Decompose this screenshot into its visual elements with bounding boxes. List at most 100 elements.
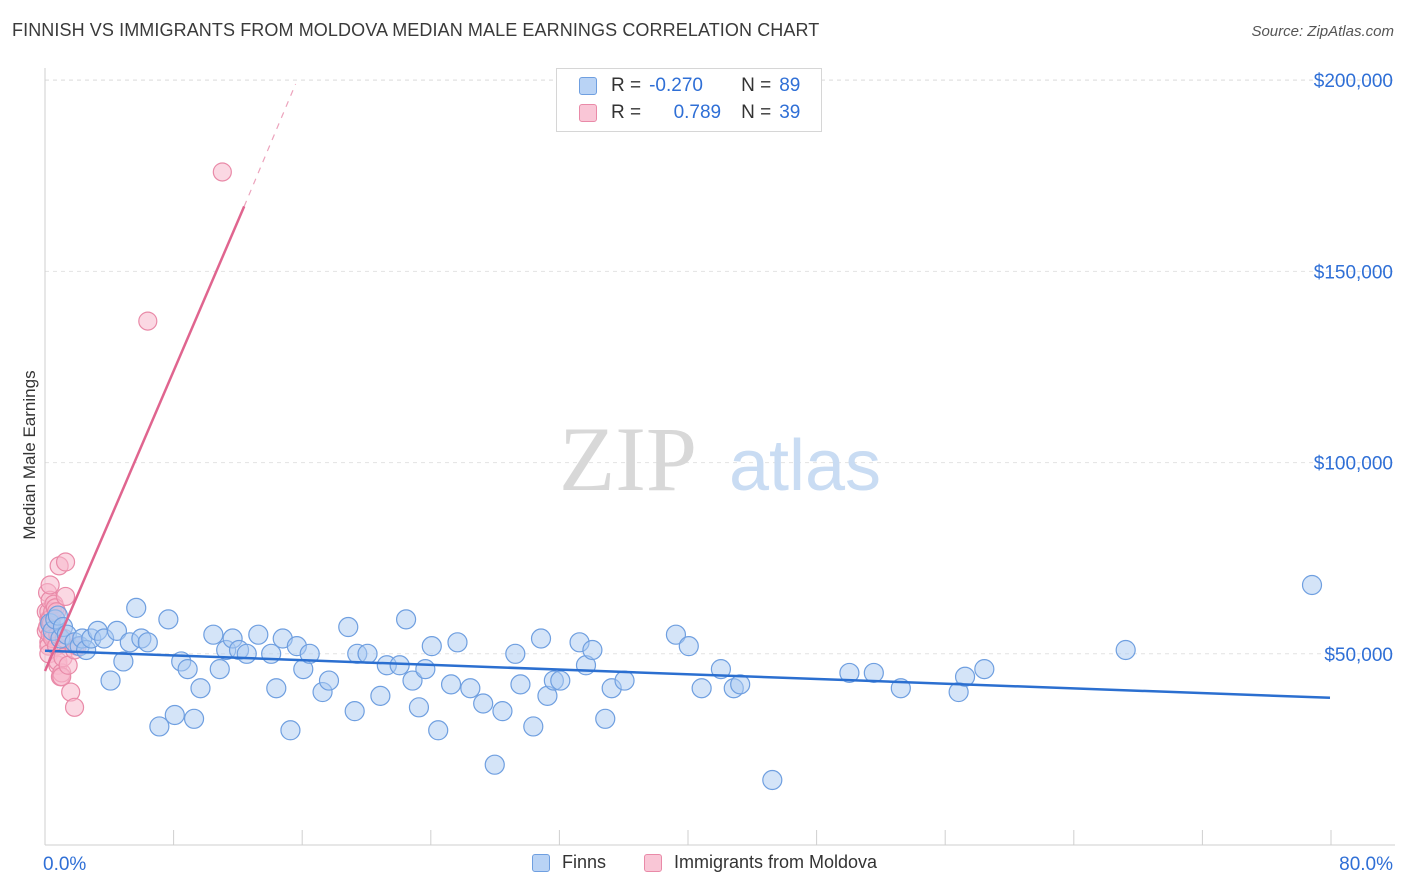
- n-value: 39: [779, 102, 801, 123]
- finns-point: [164, 704, 185, 726]
- finns-point: [510, 674, 531, 695]
- finns-point: [344, 701, 365, 722]
- n-label: N =: [741, 102, 772, 123]
- moldova-trend-line: [43, 205, 246, 672]
- finns-point: [665, 624, 687, 645]
- finns-point: [863, 662, 884, 684]
- r-value: -0.270: [649, 75, 703, 96]
- finns-point: [158, 609, 179, 630]
- y-tick-label: $200,000: [1314, 71, 1393, 92]
- finns-point: [389, 655, 410, 676]
- x-tick-label-min: 0.0%: [43, 854, 86, 875]
- x-tick-labels: 0.0% 80.0%: [43, 854, 1393, 875]
- moldova-point: [40, 575, 60, 595]
- correlation-legend: R = -0.270 N = 89 R = 0.789 N = 39: [556, 68, 822, 132]
- watermark-zip: ZIP: [559, 408, 697, 510]
- x-tick-label-max: 80.0%: [1339, 854, 1393, 875]
- axes: [44, 68, 1395, 846]
- moldova-legend-label: Immigrants from Moldova: [674, 852, 878, 872]
- finns-trend-line: [44, 649, 1331, 700]
- finns-point: [447, 632, 468, 653]
- legend-item-moldova: Immigrants from Moldova: [644, 852, 877, 873]
- finns-point: [428, 720, 449, 741]
- finns-point: [974, 658, 995, 680]
- finns-point: [395, 609, 417, 630]
- finns-point: [137, 632, 158, 653]
- finns-point: [762, 769, 783, 791]
- finns-point: [100, 670, 121, 691]
- y-tick-label: $100,000: [1314, 454, 1393, 475]
- finns-legend-label: Finns: [562, 852, 607, 872]
- finns-point: [550, 670, 571, 691]
- r-label: R =: [611, 102, 642, 123]
- moldova-trend-extension: [243, 83, 297, 207]
- finns-point: [839, 662, 860, 684]
- moldova-point: [138, 311, 158, 331]
- chart-title: FINNISH VS IMMIGRANTS FROM MOLDOVA MEDIA…: [12, 20, 820, 40]
- finns-point: [236, 643, 257, 664]
- moldova-point: [55, 552, 76, 572]
- moldova-legend-swatch: [644, 853, 662, 872]
- finns-point: [408, 697, 430, 718]
- finns-point: [730, 674, 751, 695]
- finns-point: [484, 754, 505, 775]
- trend-lines: [43, 83, 1331, 700]
- finns-point: [113, 651, 134, 672]
- finns-legend-swatch: [532, 853, 550, 872]
- finns-points: [40, 574, 1323, 791]
- finns-point: [203, 624, 224, 645]
- finns-point: [1301, 574, 1323, 596]
- finns-point: [149, 716, 170, 737]
- finns-point: [440, 674, 462, 695]
- finns-point: [1115, 639, 1136, 661]
- finns-point: [582, 639, 603, 661]
- n-value: 89: [779, 75, 801, 96]
- finns-point: [402, 670, 423, 691]
- r-value: 0.789: [673, 102, 722, 123]
- finns-point: [190, 678, 211, 699]
- finns-point: [370, 685, 391, 706]
- finns-point: [505, 643, 526, 664]
- watermark-atlas: atlas: [729, 426, 881, 506]
- moldova-point: [64, 697, 85, 717]
- legend-row-moldova: R = 0.789 N = 39: [579, 101, 800, 125]
- finns-point: [280, 720, 301, 741]
- finns-point: [357, 643, 378, 664]
- finns-swatch: [579, 77, 597, 95]
- finns-point: [691, 678, 712, 699]
- finns-point: [473, 693, 494, 714]
- y-tick-labels: $50,000 $100,000 $150,000 $200,000: [1314, 71, 1393, 666]
- finns-point: [266, 678, 287, 699]
- finns-point: [492, 701, 513, 722]
- finns-point: [209, 658, 230, 680]
- finns-point: [177, 658, 198, 680]
- finns-point: [183, 708, 205, 729]
- moldova-point: [212, 162, 232, 182]
- finns-point: [595, 708, 616, 729]
- finns-point: [954, 666, 976, 687]
- legend-row-finns: R = -0.270 N = 89: [579, 74, 800, 98]
- n-label: N =: [741, 75, 772, 96]
- source-note: Source: ZipAtlas.com: [1251, 23, 1394, 40]
- y-tick-label: $50,000: [1324, 645, 1393, 666]
- moldova-swatch: [579, 104, 597, 122]
- watermark: ZIP atlas: [559, 408, 881, 510]
- r-label: R =: [611, 75, 642, 96]
- grid-lines: [45, 79, 1395, 655]
- finns-point: [318, 670, 340, 691]
- finns-point: [460, 678, 481, 699]
- finns-point: [523, 716, 544, 737]
- moldova-point: [55, 586, 76, 607]
- finns-point: [421, 636, 442, 657]
- finns-point: [106, 620, 128, 641]
- finns-point: [710, 658, 732, 680]
- legend-item-finns: Finns: [532, 852, 606, 873]
- finns-point: [530, 628, 552, 649]
- finns-point: [678, 636, 699, 657]
- y-tick-label: $150,000: [1314, 262, 1393, 283]
- finns-point: [415, 658, 436, 680]
- finns-point: [614, 670, 635, 691]
- finns-point: [299, 643, 320, 664]
- finns-point: [338, 616, 359, 638]
